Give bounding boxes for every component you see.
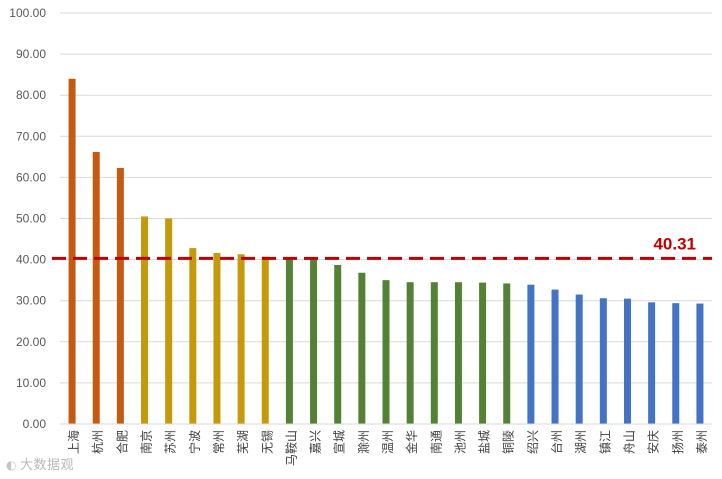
y-tick-label: 100.00 [9,6,46,20]
category-label: 安庆 [646,430,661,454]
bar-滁州 [358,272,366,424]
bar-嘉兴 [310,259,318,424]
category-label: 盐城 [478,430,492,454]
category-label: 南通 [428,430,443,454]
bar-南通 [430,282,438,424]
y-tick-label: 20.00 [16,335,46,349]
bar-南京 [141,216,149,424]
category-label: 池州 [453,430,467,454]
watermark-text: 大数据观 [19,458,74,473]
category-label: 镇江 [598,430,612,454]
category-label: 扬州 [670,430,685,454]
logo-icon: ◐ [6,458,17,472]
bar-安庆 [648,302,656,424]
category-label: 舟山 [622,430,636,454]
reference-value-label: 40.31 [653,234,696,253]
bar-镇江 [599,298,607,424]
category-label: 台州 [549,430,564,454]
bar-盐城 [479,282,487,424]
category-label: 宣城 [332,430,347,454]
y-tick-label: 70.00 [16,129,46,143]
category-label: 湖州 [573,430,588,454]
y-tick-label: 0.00 [23,417,47,431]
category-label: 合肥 [114,430,129,454]
bar-宁波 [189,248,197,424]
category-label: 苏州 [164,430,178,454]
category-label: 铜陵 [501,430,516,454]
category-label: 杭州 [90,430,105,454]
y-tick-label: 80.00 [16,88,46,102]
category-label: 芜湖 [235,430,250,454]
category-label: 温州 [381,430,395,454]
y-tick-label: 30.00 [16,294,46,308]
y-tick-label: 10.00 [16,376,46,390]
bar-常州 [213,253,221,424]
bar-无锡 [261,256,269,424]
bar-上海 [68,78,76,424]
category-label: 南京 [139,430,154,454]
bar-马鞍山 [285,259,293,424]
bar-湖州 [575,294,583,424]
bar-铜陵 [503,283,511,424]
bar-台州 [551,289,559,424]
x-axis-categories: 上海 杭州 合肥 南京 苏州 宁波 常州 芜湖 无锡 马鞍山 嘉兴 宣城 滁州 温州 金华 南通 池州 盐城 铜陵绍… [66,430,709,466]
bar-池州 [454,282,462,424]
category-label: 绍兴 [526,430,540,454]
category-label: 金华 [404,430,419,454]
bar-扬州 [672,303,680,424]
bar-温州 [382,280,390,424]
category-label: 上海 [66,430,81,454]
bar-舟山 [623,298,631,424]
category-label: 嘉兴 [309,430,323,454]
average-reference: 40.31 [52,234,712,260]
y-tick-label: 40.00 [16,253,46,267]
bar-合肥 [116,167,124,424]
bars [68,78,704,424]
y-axis-ticks: 0.00 10.00 20.00 30.00 40.00 50.00 60.00 70.00 8… [9,6,46,431]
watermark: ◐ 大数据观 [6,454,74,473]
y-tick-label: 60.00 [16,170,46,184]
category-label: 滁州 [356,430,371,454]
bar-芜湖 [237,254,245,424]
bar-金华 [406,282,414,424]
bar-泰州 [696,303,704,424]
bar-绍兴 [527,284,535,424]
category-label: 常州 [212,430,226,454]
category-label: 泰州 [695,430,709,454]
bar-杭州 [92,151,100,424]
category-label: 无锡 [259,430,274,454]
category-label: 宁波 [187,430,202,454]
category-label: 马鞍山 [283,430,298,466]
bar-苏州 [165,218,173,424]
bar-宣城 [334,264,342,424]
y-tick-label: 50.00 [16,212,46,226]
y-tick-label: 90.00 [16,47,46,61]
